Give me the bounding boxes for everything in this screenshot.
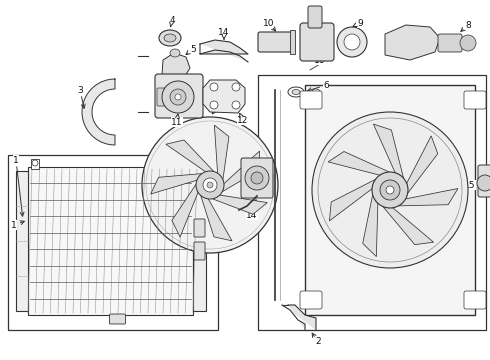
Ellipse shape	[288, 87, 304, 97]
Polygon shape	[215, 125, 229, 180]
Polygon shape	[363, 195, 378, 257]
Circle shape	[477, 175, 490, 191]
FancyBboxPatch shape	[300, 291, 322, 309]
FancyBboxPatch shape	[300, 23, 334, 61]
Text: 8: 8	[465, 21, 471, 30]
Bar	[8, 155, 218, 330]
Polygon shape	[329, 179, 375, 221]
Polygon shape	[201, 195, 232, 241]
Circle shape	[245, 166, 269, 190]
Ellipse shape	[170, 49, 180, 57]
Text: 14: 14	[219, 27, 230, 36]
Bar	[305, 85, 475, 315]
Polygon shape	[385, 25, 440, 60]
Polygon shape	[398, 189, 458, 206]
Circle shape	[207, 182, 213, 188]
FancyBboxPatch shape	[464, 291, 486, 309]
FancyBboxPatch shape	[308, 6, 322, 28]
Ellipse shape	[159, 30, 181, 46]
Polygon shape	[82, 79, 115, 145]
Text: 10: 10	[263, 18, 275, 27]
Circle shape	[232, 83, 240, 91]
Polygon shape	[151, 174, 202, 194]
Ellipse shape	[337, 27, 367, 57]
Text: 1: 1	[11, 220, 17, 230]
Circle shape	[170, 89, 186, 105]
Circle shape	[386, 186, 394, 194]
Circle shape	[210, 83, 218, 91]
Ellipse shape	[292, 90, 300, 95]
Bar	[290, 30, 295, 54]
Circle shape	[380, 180, 400, 200]
Circle shape	[460, 35, 476, 51]
Circle shape	[232, 101, 240, 109]
Circle shape	[312, 112, 468, 268]
Ellipse shape	[311, 89, 321, 99]
FancyBboxPatch shape	[157, 88, 171, 106]
Text: 16: 16	[314, 55, 326, 64]
FancyBboxPatch shape	[109, 314, 125, 324]
Polygon shape	[166, 140, 214, 172]
Text: 3: 3	[77, 86, 83, 95]
Text: 12: 12	[237, 116, 249, 125]
Circle shape	[251, 172, 263, 184]
Circle shape	[203, 178, 217, 192]
Text: 4: 4	[169, 15, 175, 24]
Circle shape	[372, 172, 408, 208]
Polygon shape	[373, 124, 404, 178]
Text: 15: 15	[464, 180, 476, 189]
FancyBboxPatch shape	[241, 158, 273, 198]
FancyBboxPatch shape	[258, 32, 292, 52]
FancyBboxPatch shape	[478, 165, 490, 197]
Circle shape	[210, 101, 218, 109]
Circle shape	[162, 81, 194, 113]
FancyBboxPatch shape	[300, 91, 322, 109]
Text: 5: 5	[190, 45, 196, 54]
Text: 7: 7	[313, 10, 319, 19]
Text: 11: 11	[171, 117, 183, 126]
Bar	[16, 171, 28, 311]
Polygon shape	[383, 207, 434, 245]
Bar	[28, 167, 193, 315]
FancyBboxPatch shape	[194, 242, 205, 260]
Polygon shape	[407, 136, 438, 193]
Circle shape	[142, 117, 278, 253]
Polygon shape	[282, 305, 316, 330]
FancyBboxPatch shape	[438, 34, 462, 52]
Ellipse shape	[344, 34, 360, 50]
Circle shape	[196, 171, 224, 199]
Bar	[193, 171, 206, 311]
Polygon shape	[203, 80, 245, 113]
Polygon shape	[328, 152, 389, 175]
Text: 6: 6	[323, 81, 329, 90]
Bar	[258, 75, 486, 330]
Text: 14: 14	[246, 211, 258, 220]
Polygon shape	[222, 151, 260, 192]
Text: 2: 2	[315, 338, 321, 346]
Polygon shape	[162, 53, 190, 80]
Polygon shape	[172, 184, 198, 237]
Text: 9: 9	[357, 18, 363, 27]
Text: 1: 1	[13, 156, 19, 165]
FancyBboxPatch shape	[155, 74, 203, 118]
FancyBboxPatch shape	[194, 219, 205, 237]
Circle shape	[32, 160, 38, 166]
Polygon shape	[212, 195, 268, 214]
Text: 13: 13	[212, 102, 224, 111]
Circle shape	[175, 94, 181, 100]
Polygon shape	[200, 40, 248, 62]
Bar	[31, 159, 39, 169]
FancyBboxPatch shape	[464, 91, 486, 109]
Ellipse shape	[164, 34, 176, 42]
